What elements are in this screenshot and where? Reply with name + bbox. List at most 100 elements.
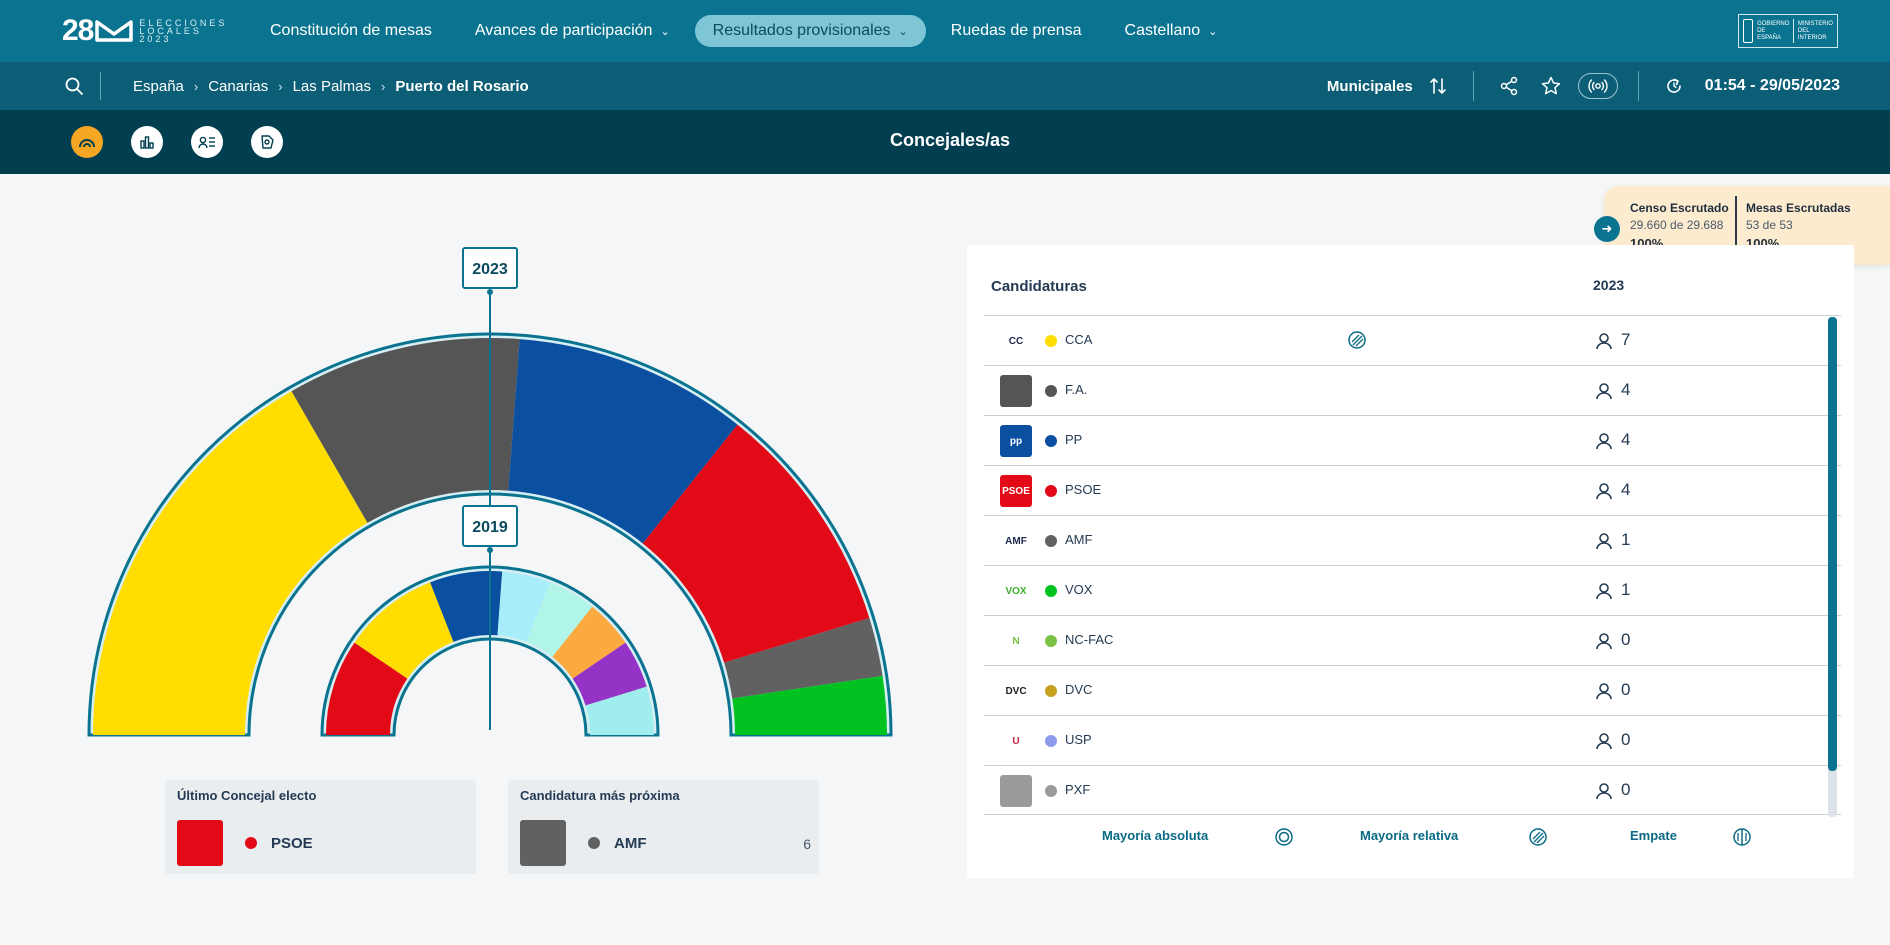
party-logo [1000,375,1032,407]
result-row[interactable]: U USP 0 [984,715,1841,765]
breadcrumb-link[interactable]: Canarias [208,77,269,95]
nav-item-label: Avances de participación [474,22,653,39]
sort-arrows-icon[interactable] [1427,75,1449,97]
divider [1472,71,1474,101]
nav-item-4[interactable]: Castellano ⌄ [1125,22,1218,40]
nav-item-label: Resultados provisionales [712,22,891,39]
hemicycle-chart: 2023 2019 [87,247,893,737]
view-map-button[interactable] [251,126,283,158]
person-icon [1596,783,1612,800]
seats-2023-segment-vox[interactable] [732,675,887,735]
last-elected-title: Último Concejal electo [177,788,317,803]
seats-2019-segment-4[interactable] [526,582,593,657]
government-logo[interactable]: GOBIERNO DE ESPAÑA MINISTERIO DEL INTERI… [1738,14,1838,48]
election-type-selector[interactable]: Municipales [1326,77,1413,95]
elecciones-logo[interactable]: 28 ELECCIONES LOCALES 2023 [62,14,224,48]
live-toggle[interactable] [1577,73,1618,99]
result-row[interactable]: AMF AMF 1 [984,515,1841,565]
person-icon [1596,633,1612,650]
mesas-value: 53 de 53 [1746,218,1793,232]
breadcrumb-link[interactable]: Las Palmas [292,77,371,95]
party-logo: N [1000,625,1032,657]
seats-2023-segment-fa[interactable] [291,338,520,523]
section-bar: Concejales/as [0,110,1890,174]
chevron-down-icon: ⌄ [660,25,670,38]
person-icon [1596,383,1612,400]
person-icon [1596,433,1612,450]
result-row[interactable]: pp PP 4 [984,415,1841,465]
toolbar: Municipales 01:54 - 29/05/2023 [1327,62,1840,110]
star-icon[interactable] [1540,75,1562,97]
result-row[interactable]: CC CCA 7 [984,315,1841,365]
nearest-value: 6 [803,836,811,852]
share-icon[interactable] [1498,75,1520,97]
hemicycle-icon [79,139,95,148]
divider [1735,196,1737,256]
breadcrumb-bar: España › Canarias › Las Palmas › Puerto del Ro… [0,62,1890,110]
seats-2023-segment-cca[interactable] [93,391,368,735]
party-name: DVC [1065,682,1093,697]
view-bar-chart-button[interactable] [131,126,163,158]
party-color-dot [1045,535,1057,547]
seats-2023-segment-pp[interactable] [508,339,738,544]
party-name: CCA [1065,332,1093,347]
seat-count: 0 [1621,730,1631,749]
result-row[interactable]: VOX VOX 1 [984,565,1841,615]
logo-number: 28 [62,14,94,47]
seats-2019-segment-3[interactable] [497,571,550,642]
result-row[interactable]: DVC DVC 0 [984,665,1841,715]
seats-2019-segment-0[interactable] [326,642,408,735]
result-row[interactable]: N NC-FAC 0 [984,615,1841,665]
party-color-dot [1045,685,1057,697]
seat-count: 7 [1621,330,1631,349]
seats-2019-segment-6[interactable] [572,642,647,706]
year-label-2019: 2019 [462,505,518,553]
column-header-candidates: Candidaturas [991,278,1087,295]
gov-logo-text-2: MINISTERIO DEL INTERIOR [1797,20,1833,41]
view-hemicycle-button[interactable] [71,126,103,158]
party-color-dot [1045,635,1057,647]
result-row[interactable]: PSOE PSOE 4 [984,465,1841,515]
divider [1637,71,1639,101]
arrow-right-icon[interactable]: ➜ [1594,216,1620,242]
search-icon[interactable] [64,76,84,96]
nav-item-0[interactable]: Constitución de mesas [270,22,432,40]
nav-item-3[interactable]: Ruedas de prensa [951,22,1082,40]
nearest-party: AMF [614,835,647,852]
nav-item-1[interactable]: Avances de participación ⌄ [475,22,670,40]
party-color-dot [1045,735,1057,747]
party-logo: DVC [1000,675,1032,707]
seat-count: 0 [1621,630,1631,649]
party-logo [520,820,566,866]
seats-2019-segment-2[interactable] [430,571,503,642]
nav-item-label: Ruedas de prensa [950,22,1082,39]
results-panel: Candidaturas 2023 CC CCA 7 F.A. 4 pp PP 4 PSOE PS… [967,245,1854,878]
seats-2019-segment-1[interactable] [354,582,454,679]
refresh-icon[interactable] [1663,75,1685,97]
party-color-dot [1045,785,1057,797]
party-logo: VOX [1000,575,1032,607]
seats-2019-segment-7[interactable] [585,686,654,735]
party-logo: U [1000,725,1032,757]
seat-count: 4 [1621,430,1631,449]
nav-item-label: Castellano [1124,22,1201,39]
scrollbar-thumb[interactable] [1828,317,1837,771]
year-label-2019-text: 2019 [472,519,508,536]
last-elected-card: Último Concejal electo PSOE [165,780,476,874]
party-logo [1000,775,1032,807]
nav-item-2[interactable]: Resultados provisionales ⌄ [694,15,926,47]
legend-tie: Empate [1630,828,1677,843]
legend-relative-majority: Mayoría relativa [1360,828,1459,843]
tie-icon [1733,828,1751,846]
result-row[interactable]: F.A. 4 [984,365,1841,415]
result-row[interactable]: PXF 0 [984,765,1841,815]
seats-2023-segment-psoe[interactable] [642,424,870,663]
breadcrumb-link[interactable]: España [133,77,184,95]
legend-absolute-majority: Mayoría absoluta [1102,828,1209,843]
seats-2023-segment-amf[interactable] [724,617,883,699]
seat-count: 0 [1621,780,1631,799]
main-nav: Constitución de mesas Avances de particip… [270,0,1260,62]
view-candidates-list-button[interactable] [191,126,223,158]
relative-majority-icon [1529,828,1547,846]
seats-2019-segment-5[interactable] [552,606,626,679]
